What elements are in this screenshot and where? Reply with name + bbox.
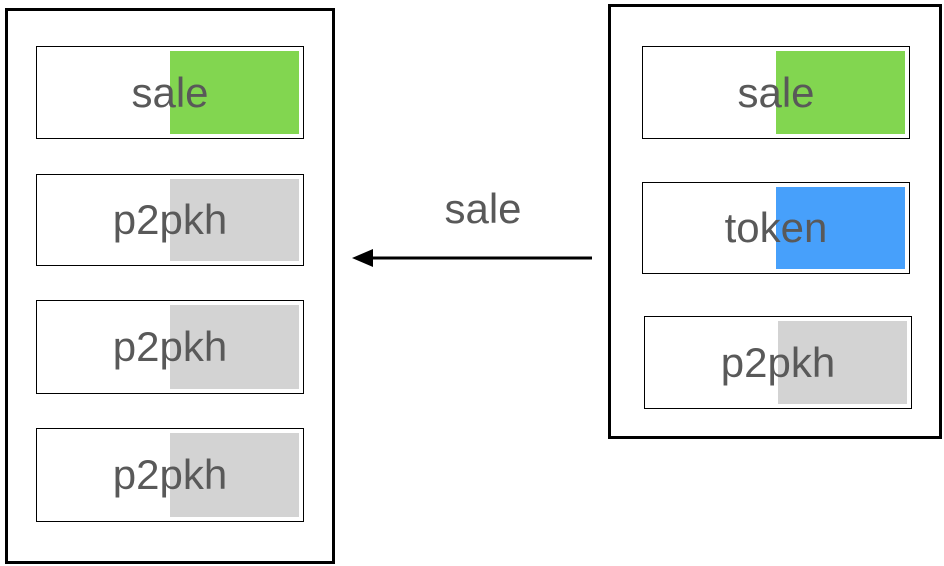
left-item-p2pkh-1-fill xyxy=(170,179,299,261)
left-item-sale-label: sale xyxy=(131,68,209,116)
left-item-sale-fill xyxy=(170,51,299,134)
right-item-token-label: token xyxy=(724,204,828,251)
right-item-sale-fill xyxy=(776,51,905,134)
connector-label: sale xyxy=(444,185,522,232)
right-item-p2pkh-label: p2pkh xyxy=(720,338,836,386)
right-item-token: token xyxy=(642,182,910,274)
left-item-p2pkh-3-fill xyxy=(170,433,299,517)
right-item-p2pkh-fill xyxy=(778,321,907,404)
left-item-p2pkh-3-label: p2pkh xyxy=(112,451,228,498)
left-item-p2pkh-2-fill xyxy=(170,305,299,389)
left-item-sale: sale xyxy=(36,46,304,139)
right-item-sale: sale xyxy=(642,46,910,139)
right-item-p2pkh: p2pkh xyxy=(644,316,912,409)
left-item-p2pkh-1-label: p2pkh xyxy=(112,196,228,243)
connector-arrow-head xyxy=(352,249,373,267)
left-item-p2pkh-1: p2pkh xyxy=(36,174,304,266)
left-item-p2pkh-2-label: p2pkh xyxy=(112,323,228,370)
right-item-sale-label: sale xyxy=(737,68,815,116)
left-item-p2pkh-2: p2pkh xyxy=(36,300,304,394)
left-item-p2pkh-3: p2pkh xyxy=(36,428,304,522)
right-item-token-fill xyxy=(776,187,905,269)
